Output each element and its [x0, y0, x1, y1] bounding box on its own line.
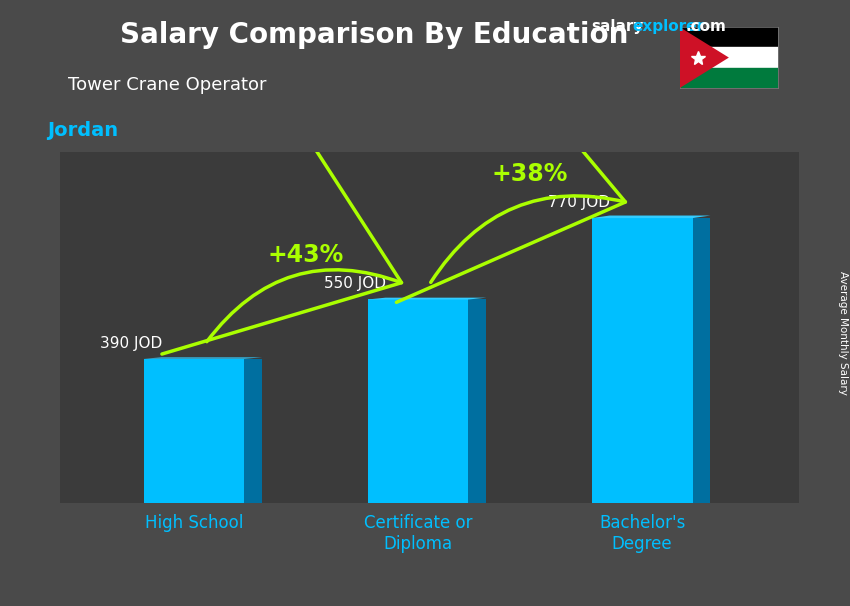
Polygon shape	[592, 216, 711, 218]
Text: 770 JOD: 770 JOD	[548, 195, 610, 210]
Text: 390 JOD: 390 JOD	[100, 336, 162, 350]
Text: Tower Crane Operator: Tower Crane Operator	[68, 76, 267, 94]
Polygon shape	[244, 359, 263, 503]
Bar	[144, 359, 245, 503]
Text: Jordan: Jordan	[47, 121, 118, 140]
Polygon shape	[680, 27, 728, 88]
Polygon shape	[367, 298, 486, 299]
Text: explorer: explorer	[632, 19, 705, 35]
FancyArrowPatch shape	[162, 73, 401, 354]
Bar	[680, 47, 778, 68]
Polygon shape	[144, 358, 263, 359]
Polygon shape	[693, 218, 711, 503]
Text: Salary Comparison By Education: Salary Comparison By Education	[120, 21, 628, 49]
Text: +38%: +38%	[492, 162, 569, 185]
Text: salary: salary	[591, 19, 643, 35]
Polygon shape	[468, 299, 486, 503]
FancyArrowPatch shape	[396, 10, 626, 302]
Text: Average Monthly Salary: Average Monthly Salary	[838, 271, 848, 395]
Bar	[680, 27, 778, 47]
Bar	[680, 68, 778, 88]
Bar	[367, 299, 468, 503]
Text: +43%: +43%	[268, 243, 344, 267]
Text: 550 JOD: 550 JOD	[325, 276, 386, 291]
Bar	[592, 218, 693, 503]
Text: .com: .com	[685, 19, 726, 35]
